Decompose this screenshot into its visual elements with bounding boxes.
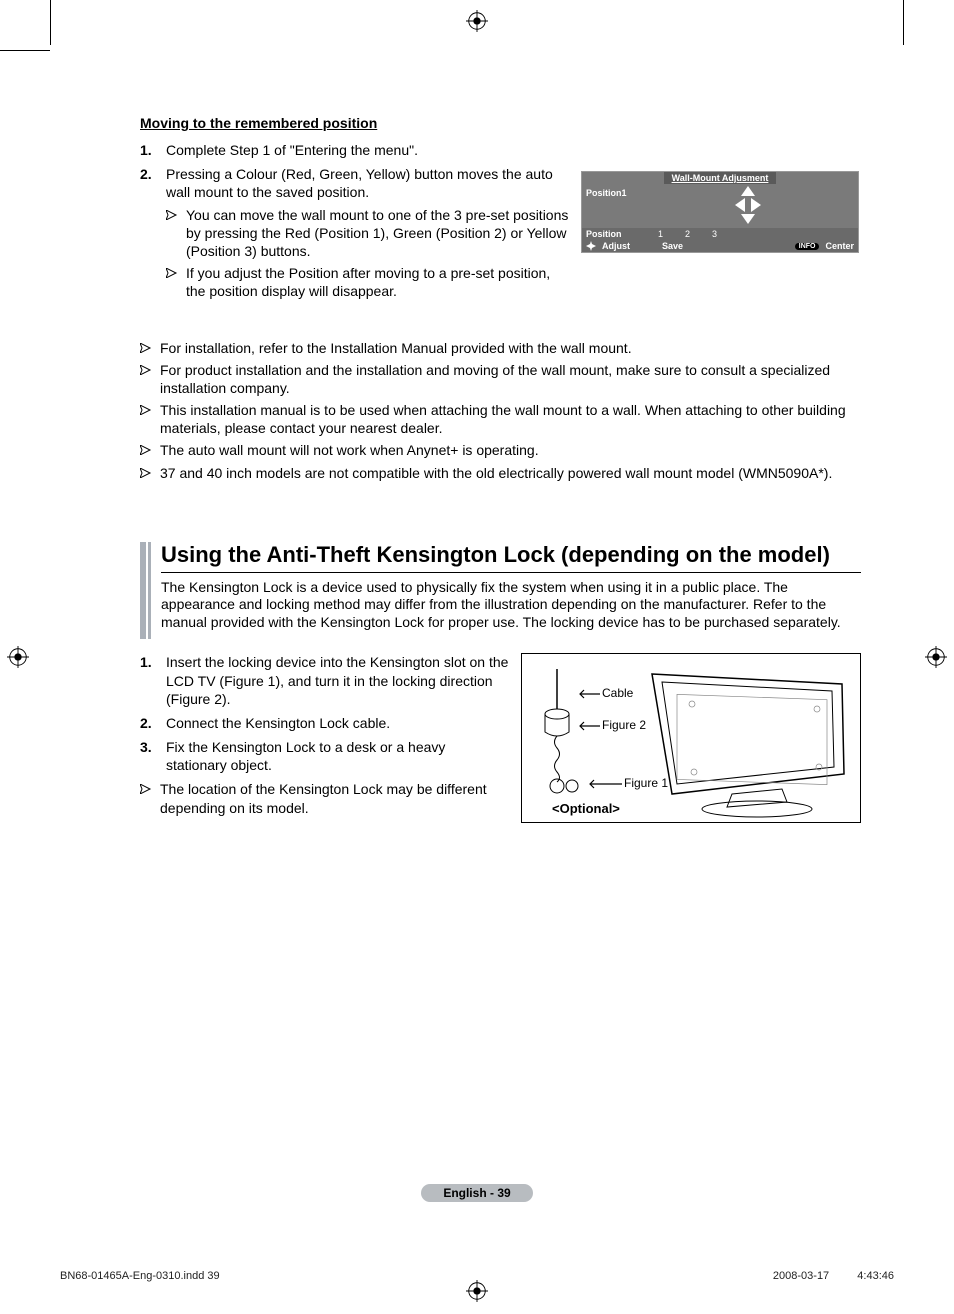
diagram-label-figure1: Figure 1 [624,776,668,790]
note-arrow-icon [140,339,160,357]
osd-footer-adjust: Adjust [602,241,640,251]
diagram-label-cable: Cable [602,686,633,700]
info-pill-icon: INFO [795,243,820,250]
tv-outline-icon [522,654,862,824]
diagram-label-optional: <Optional> [552,801,620,816]
note-item: The location of the Kensington Lock may … [140,780,509,816]
step-list: 1. Complete Step 1 of "Entering the menu… [140,141,571,305]
step-text: Insert the locking device into the Kensi… [166,653,509,708]
page-content: Moving to the remembered position 1. Com… [140,115,861,823]
note-arrow-icon [140,441,160,459]
step-text: Complete Step 1 of "Entering the menu". [166,141,571,159]
note-item: This installation manual is to be used w… [140,401,861,437]
list-item: 1. Insert the locking device into the Ke… [140,653,509,708]
step-number: 2. [140,165,166,304]
osd-footer-save: Save [662,241,683,251]
section-title: Using the Anti-Theft Kensington Lock (de… [161,542,861,573]
diagram-label-figure2: Figure 2 [602,718,646,732]
note-item: If you adjust the Position after moving … [166,264,571,300]
page-number-wrap: English - 39 [0,1184,954,1202]
list-item: 3. Fix the Kensington Lock to a desk or … [140,738,509,774]
osd-dpad-icon [638,184,858,228]
page-number: English - 39 [421,1184,532,1202]
note-arrow-icon [140,780,160,816]
note-arrow-icon [140,464,160,482]
notes-block: For installation, refer to the Installat… [140,339,861,482]
registration-mark-icon [7,646,29,668]
kensington-diagram: Cable Figure 2 Figure 1 <Optional> [521,653,861,823]
list-item: 2. Pressing a Colour (Red, Green, Yellow… [140,165,571,304]
step-text: Connect the Kensington Lock cable. [166,714,509,732]
print-footer: BN68-01465A-Eng-0310.indd 39 2008-03-17 … [60,1270,894,1282]
osd-title: Wall-Mount Adjusment [664,172,777,184]
step-number: 2. [140,714,166,732]
note-arrow-icon [140,361,160,397]
step-number: 1. [140,653,166,708]
note-arrow-icon [166,206,186,261]
step-number: 3. [140,738,166,774]
step-text: Fix the Kensington Lock to a desk or a h… [166,738,509,774]
step-number: 1. [140,141,166,159]
registration-mark-icon [466,1280,488,1302]
note-item: For product installation and the install… [140,361,861,397]
manual-page: Moving to the remembered position 1. Com… [0,0,954,1314]
step-text: Pressing a Colour (Red, Green, Yellow) b… [166,165,571,304]
note-item: The auto wall mount will not work when A… [140,441,861,459]
osd-footer-position: Position [586,229,636,239]
subheading: Moving to the remembered position [140,115,861,131]
note-item: 37 and 40 inch models are not compatible… [140,464,861,482]
note-item: For installation, refer to the Installat… [140,339,861,357]
osd-preview: Wall-Mount Adjusment Position1 [581,171,859,253]
registration-mark-icon [925,646,947,668]
osd-position-label: Position1 [582,184,638,228]
note-arrow-icon [166,264,186,300]
footer-datetime: 2008-03-17 4:43:46 [773,1270,894,1282]
note-arrow-icon [140,401,160,437]
section-intro: The Kensington Lock is a device used to … [161,579,861,632]
list-item: 1. Complete Step 1 of "Entering the menu… [140,141,571,159]
list-item: 2. Connect the Kensington Lock cable. [140,714,509,732]
osd-footer-center: Center [825,241,854,251]
note-item: You can move the wall mount to one of th… [166,206,571,261]
dpad-icon [586,241,596,251]
crop-mark [0,50,50,51]
footer-filename: BN68-01465A-Eng-0310.indd 39 [60,1270,220,1282]
kensington-step-list: 1. Insert the locking device into the Ke… [140,653,509,774]
section-header: Using the Anti-Theft Kensington Lock (de… [140,542,861,640]
crop-mark [50,0,51,45]
registration-mark-icon [466,10,488,32]
crop-mark [903,0,904,45]
